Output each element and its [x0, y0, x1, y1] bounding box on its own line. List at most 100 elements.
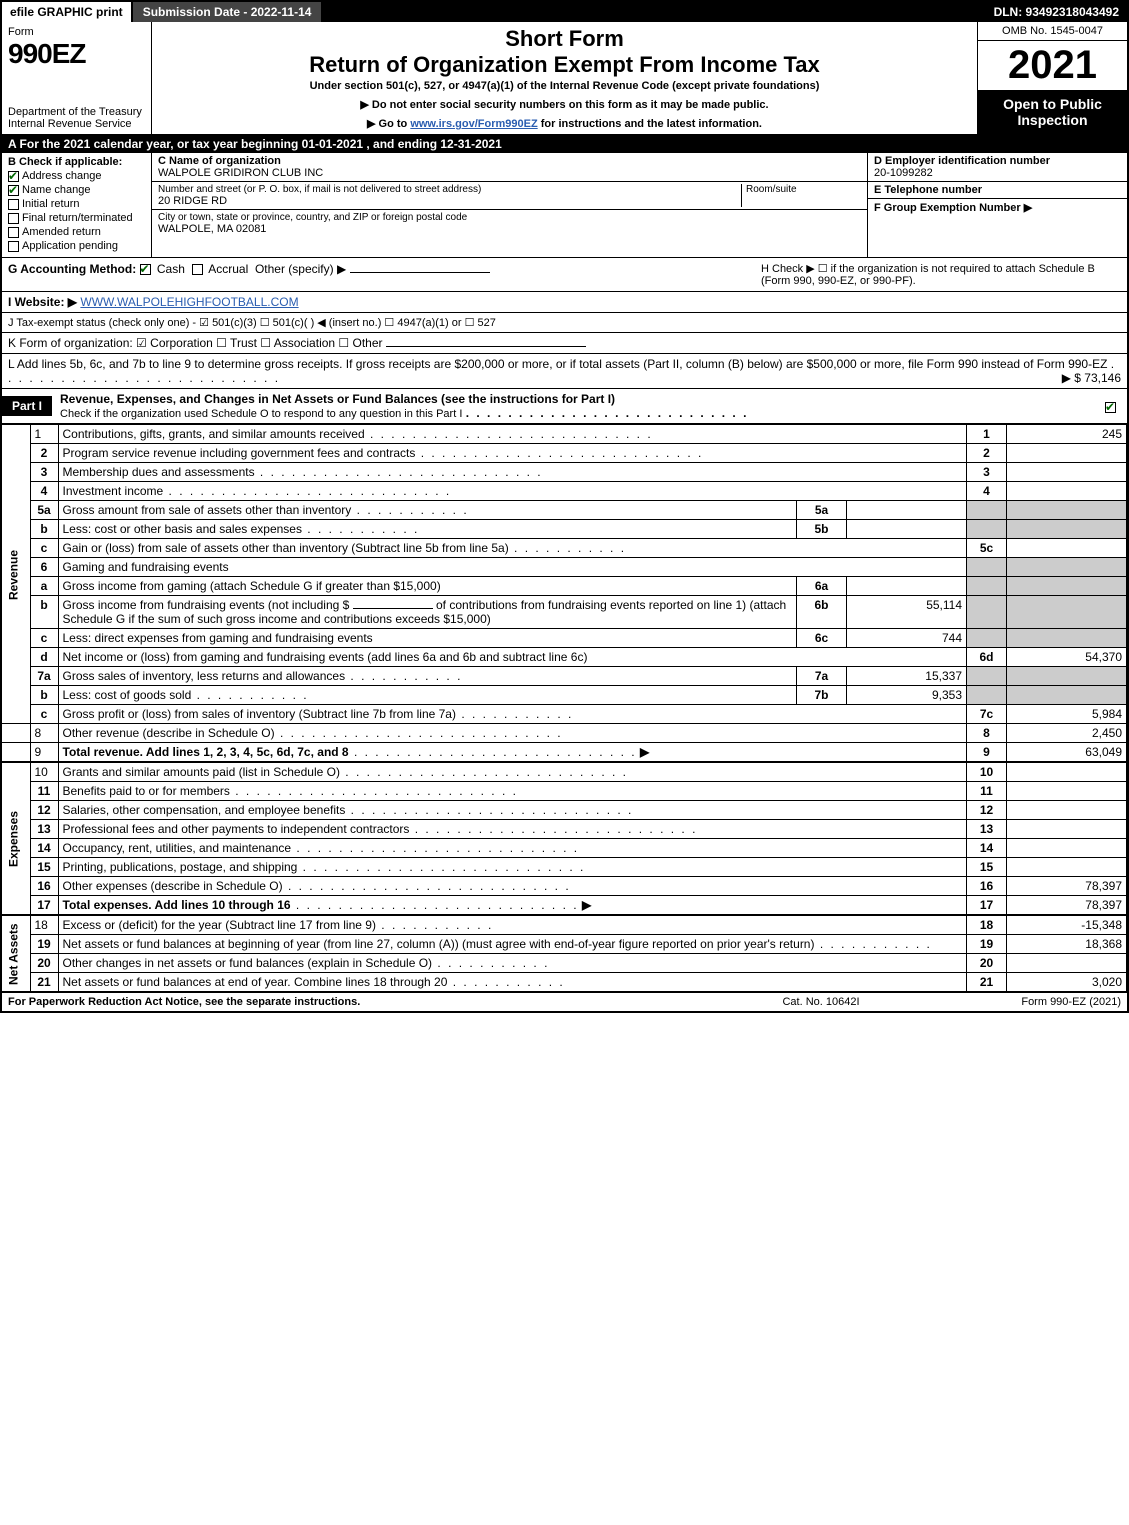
line-2-desc: Program service revenue including govern…: [63, 446, 416, 460]
dots-icon: [340, 765, 628, 779]
line-9-col: 9: [967, 743, 1007, 762]
line-21-num: 21: [30, 973, 58, 992]
section-h: H Check ▶ ☐ if the organization is not r…: [761, 262, 1121, 287]
chk-address-change[interactable]: Address change: [8, 170, 145, 182]
line-10-col: 10: [967, 763, 1007, 782]
line-6d-desc: Net income or (loss) from gaming and fun…: [58, 648, 967, 667]
line-12-desc: Salaries, other compensation, and employ…: [63, 803, 346, 817]
line-7c-num: c: [30, 705, 58, 724]
ein-label: D Employer identification number: [874, 155, 1121, 167]
line-5a-num: 5a: [30, 501, 58, 520]
chk-initial-return[interactable]: Initial return: [8, 198, 145, 210]
dots-icon: [191, 688, 308, 702]
line-14-val: [1007, 839, 1127, 858]
footer-notice: For Paperwork Reduction Act Notice, see …: [8, 996, 721, 1008]
form-label: Form: [8, 26, 145, 38]
section-k-text: K Form of organization: ☑ Corporation ☐ …: [8, 336, 383, 350]
shade-cell: [967, 686, 1007, 705]
chk-application-pending[interactable]: Application pending: [8, 240, 145, 252]
form-title: Return of Organization Exempt From Incom…: [158, 52, 971, 78]
dots-icon: [351, 503, 468, 517]
dots-icon: [376, 918, 493, 932]
line-8-val: 2,450: [1007, 724, 1127, 743]
line-4-desc: Investment income: [63, 484, 164, 498]
line-5c-desc: Gain or (loss) from sale of assets other…: [63, 541, 509, 555]
line-13-col: 13: [967, 820, 1007, 839]
form-subtitle: Under section 501(c), 527, or 4947(a)(1)…: [158, 80, 971, 92]
line-13-desc: Professional fees and other payments to …: [63, 822, 410, 836]
arrow-icon: ▶: [582, 898, 591, 912]
checkbox-icon: [8, 213, 19, 224]
checkbox-icon: [8, 241, 19, 252]
checkbox-icon: [1105, 402, 1116, 413]
chk-name-change[interactable]: Name change: [8, 184, 145, 196]
line-5c-val: [1007, 539, 1127, 558]
line-15-val: [1007, 858, 1127, 877]
line-8-desc: Other revenue (describe in Schedule O): [63, 726, 275, 740]
shade-cell: [1007, 686, 1127, 705]
form-note-ssn: ▶ Do not enter social security numbers o…: [158, 98, 971, 111]
section-a: A For the 2021 calendar year, or tax yea…: [2, 135, 1127, 153]
checkbox-icon: [140, 264, 151, 275]
shade-cell: [967, 629, 1007, 648]
dots-icon: [230, 784, 518, 798]
line-16-desc: Other expenses (describe in Schedule O): [63, 879, 283, 893]
dln: DLN: 93492318043492: [986, 2, 1127, 22]
dots-icon: [509, 541, 626, 555]
chk-final-return[interactable]: Final return/terminated: [8, 212, 145, 224]
line-21-val: 3,020: [1007, 973, 1127, 992]
line-7b-subnum: 7b: [797, 686, 847, 705]
line-3-desc: Membership dues and assessments: [63, 465, 255, 479]
dept-label: Department of the Treasury Internal Reve…: [8, 106, 145, 130]
line-5c-col: 5c: [967, 539, 1007, 558]
line-8-num: 8: [30, 724, 58, 743]
line-16-col: 16: [967, 877, 1007, 896]
line-4-num: 4: [30, 482, 58, 501]
line-11-num: 11: [30, 782, 58, 801]
shade-cell: [967, 558, 1007, 577]
line-6c-subnum: 6c: [797, 629, 847, 648]
line-9-val: 63,049: [1007, 743, 1127, 762]
accounting-label: G Accounting Method:: [8, 262, 136, 276]
line-15-col: 15: [967, 858, 1007, 877]
efile-print[interactable]: efile GRAPHIC print: [2, 2, 133, 22]
line-9-desc: Total revenue. Add lines 1, 2, 3, 4, 5c,…: [63, 745, 349, 759]
line-6-desc: Gaming and fundraising events: [58, 558, 967, 577]
line-13-val: [1007, 820, 1127, 839]
line-17-desc: Total expenses. Add lines 10 through 16: [63, 898, 291, 912]
short-form-title: Short Form: [158, 26, 971, 52]
shade-cell: [1007, 629, 1127, 648]
line-9-num: 9: [30, 743, 58, 762]
line-6a-subval: [847, 577, 967, 596]
line-6c-num: c: [30, 629, 58, 648]
website-link[interactable]: WWW.WALPOLEHIGHFOOTBALL.COM: [80, 295, 298, 309]
line-21-col: 21: [967, 973, 1007, 992]
room-suite-label: Room/suite: [741, 184, 861, 207]
line-16-val: 78,397: [1007, 877, 1127, 896]
line-1-num: 1: [30, 425, 58, 444]
line-6d-val: 54,370: [1007, 648, 1127, 667]
dots-icon: [291, 841, 579, 855]
line-1-val: 245: [1007, 425, 1127, 444]
shade-cell: [967, 577, 1007, 596]
shade-cell: [1007, 501, 1127, 520]
part1-checkbox[interactable]: [1097, 398, 1127, 414]
dots-icon: [345, 669, 462, 683]
line-19-val: 18,368: [1007, 935, 1127, 954]
netassets-table: Net Assets 18 Excess or (deficit) for th…: [2, 915, 1127, 992]
page-footer: For Paperwork Reduction Act Notice, see …: [2, 992, 1127, 1011]
line-6b-num: b: [30, 596, 58, 629]
shade-cell: [1007, 558, 1127, 577]
other-underline: [350, 272, 490, 273]
line-5b-subnum: 5b: [797, 520, 847, 539]
shade-cell: [967, 520, 1007, 539]
line-10-desc: Grants and similar amounts paid (list in…: [63, 765, 340, 779]
line-10-val: [1007, 763, 1127, 782]
vlabel-ext: [2, 724, 30, 743]
chk-amended-return[interactable]: Amended return: [8, 226, 145, 238]
line-8-col: 8: [967, 724, 1007, 743]
header-right: OMB No. 1545-0047 2021 Open to Public In…: [977, 22, 1127, 134]
dots-icon: [466, 406, 749, 420]
street-value: 20 RIDGE RD: [158, 195, 741, 207]
irs-link[interactable]: www.irs.gov/Form990EZ: [410, 118, 537, 130]
